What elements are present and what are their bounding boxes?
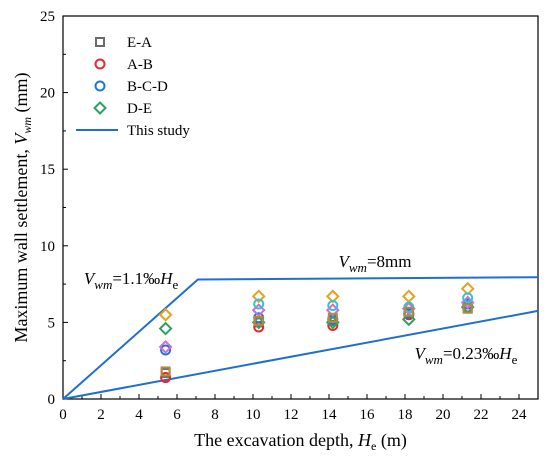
series-unlabeled-4 <box>158 281 475 322</box>
x-tick-label: 18 <box>398 407 413 423</box>
y-tick-label: 0 <box>48 392 56 408</box>
data-point <box>401 312 416 327</box>
data-point <box>403 306 414 317</box>
series-unlabeled-7 <box>160 303 473 377</box>
legend-label: B-C-D <box>127 79 168 95</box>
legend-marker <box>93 101 107 115</box>
legend: E-A A-B B-C-D D-E This study <box>76 35 190 139</box>
legend-label: D-E <box>127 101 152 117</box>
series-unlabeled-6 <box>253 292 474 313</box>
x-tick-label: 6 <box>173 407 181 423</box>
x-tick-label: 4 <box>135 407 143 423</box>
lower-bound-line <box>62 309 539 400</box>
legend-marker <box>94 80 106 92</box>
series-a-b <box>160 301 474 384</box>
legend-label: A-B <box>127 57 153 73</box>
data-point <box>253 298 265 310</box>
data-point <box>251 303 266 318</box>
y-axis-title: Maximum wall settlement, Vwm (mm) <box>11 72 34 342</box>
data-point <box>401 289 416 304</box>
x-tick-label: 12 <box>284 407 299 423</box>
y-tick-label: 25 <box>40 9 55 25</box>
series-d-e <box>158 300 475 336</box>
x-tick-label: 22 <box>474 407 489 423</box>
annotation-0: Vwm=1.1‰He <box>84 269 179 292</box>
data-point <box>158 339 173 354</box>
x-tick-label: 0 <box>59 407 67 423</box>
this-study-line <box>62 276 539 400</box>
x-tick-label: 24 <box>512 407 528 423</box>
data-point <box>158 307 173 322</box>
data-point <box>160 366 171 377</box>
legend-marker <box>95 37 105 47</box>
x-tick-label: 2 <box>97 407 105 423</box>
annotation-2: Vwm=0.23‰He <box>415 344 518 367</box>
x-tick-label: 16 <box>360 407 376 423</box>
legend-label: This study <box>127 123 190 139</box>
data-point <box>253 315 264 326</box>
legend-label: E-A <box>127 35 152 51</box>
data-point <box>327 312 338 323</box>
data-point <box>462 303 473 314</box>
y-tick-label: 5 <box>48 315 56 331</box>
y-tick-label: 10 <box>40 239 55 255</box>
data-point <box>158 321 173 336</box>
x-tick-label: 14 <box>322 407 338 423</box>
y-tick-label: 20 <box>40 86 55 102</box>
data-point <box>462 292 474 304</box>
plot-frame <box>62 15 539 400</box>
legend-marker <box>94 58 106 70</box>
data-point <box>160 344 172 356</box>
x-tick-label: 10 <box>246 407 261 423</box>
x-tick-label: 8 <box>211 407 219 423</box>
data-point <box>160 372 172 384</box>
data-point <box>251 289 266 304</box>
data-point <box>327 300 339 312</box>
annotation-1: Vwm=8mm <box>339 252 412 275</box>
y-tick-label: 15 <box>40 162 55 178</box>
series-b-c-d <box>160 298 474 356</box>
x-tick-label: 20 <box>436 407 451 423</box>
x-axis-title: The excavation depth, He (m) <box>194 430 407 453</box>
series-unlabeled-5 <box>158 295 475 354</box>
